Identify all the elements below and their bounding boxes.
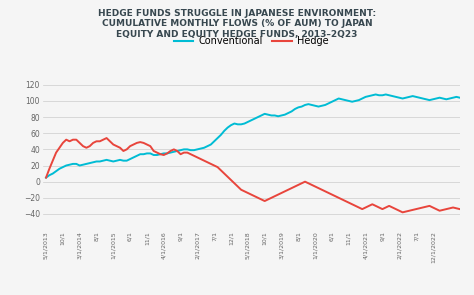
Conventional (46, 173, 52, 177)
Hedge (285, 188, 291, 191)
Conventional (457, 96, 463, 99)
Conventional (373, 93, 379, 96)
Conventional (282, 113, 288, 117)
Hedge (70, 138, 76, 141)
Hedge (43, 176, 49, 179)
Hedge (168, 149, 173, 153)
Hedge (400, 211, 405, 214)
Line: Hedge: Hedge (46, 138, 460, 212)
Conventional (43, 176, 49, 179)
Hedge (457, 207, 463, 211)
Line: Conventional: Conventional (46, 94, 460, 178)
Hedge (104, 136, 109, 140)
Hedge (124, 148, 129, 151)
Conventional (164, 152, 170, 155)
Hedge (228, 178, 234, 182)
Text: HEDGE FUNDS STRUGGLE IN JAPANESE ENVIRONMENT:
CUMULATIVE MONTHLY FLOWS (% OF AUM: HEDGE FUNDS STRUGGLE IN JAPANESE ENVIRON… (98, 9, 376, 39)
Legend: Conventional, Hedge: Conventional, Hedge (170, 32, 332, 50)
Conventional (225, 126, 230, 129)
Conventional (70, 162, 76, 166)
Hedge (46, 167, 52, 171)
Conventional (120, 159, 126, 163)
